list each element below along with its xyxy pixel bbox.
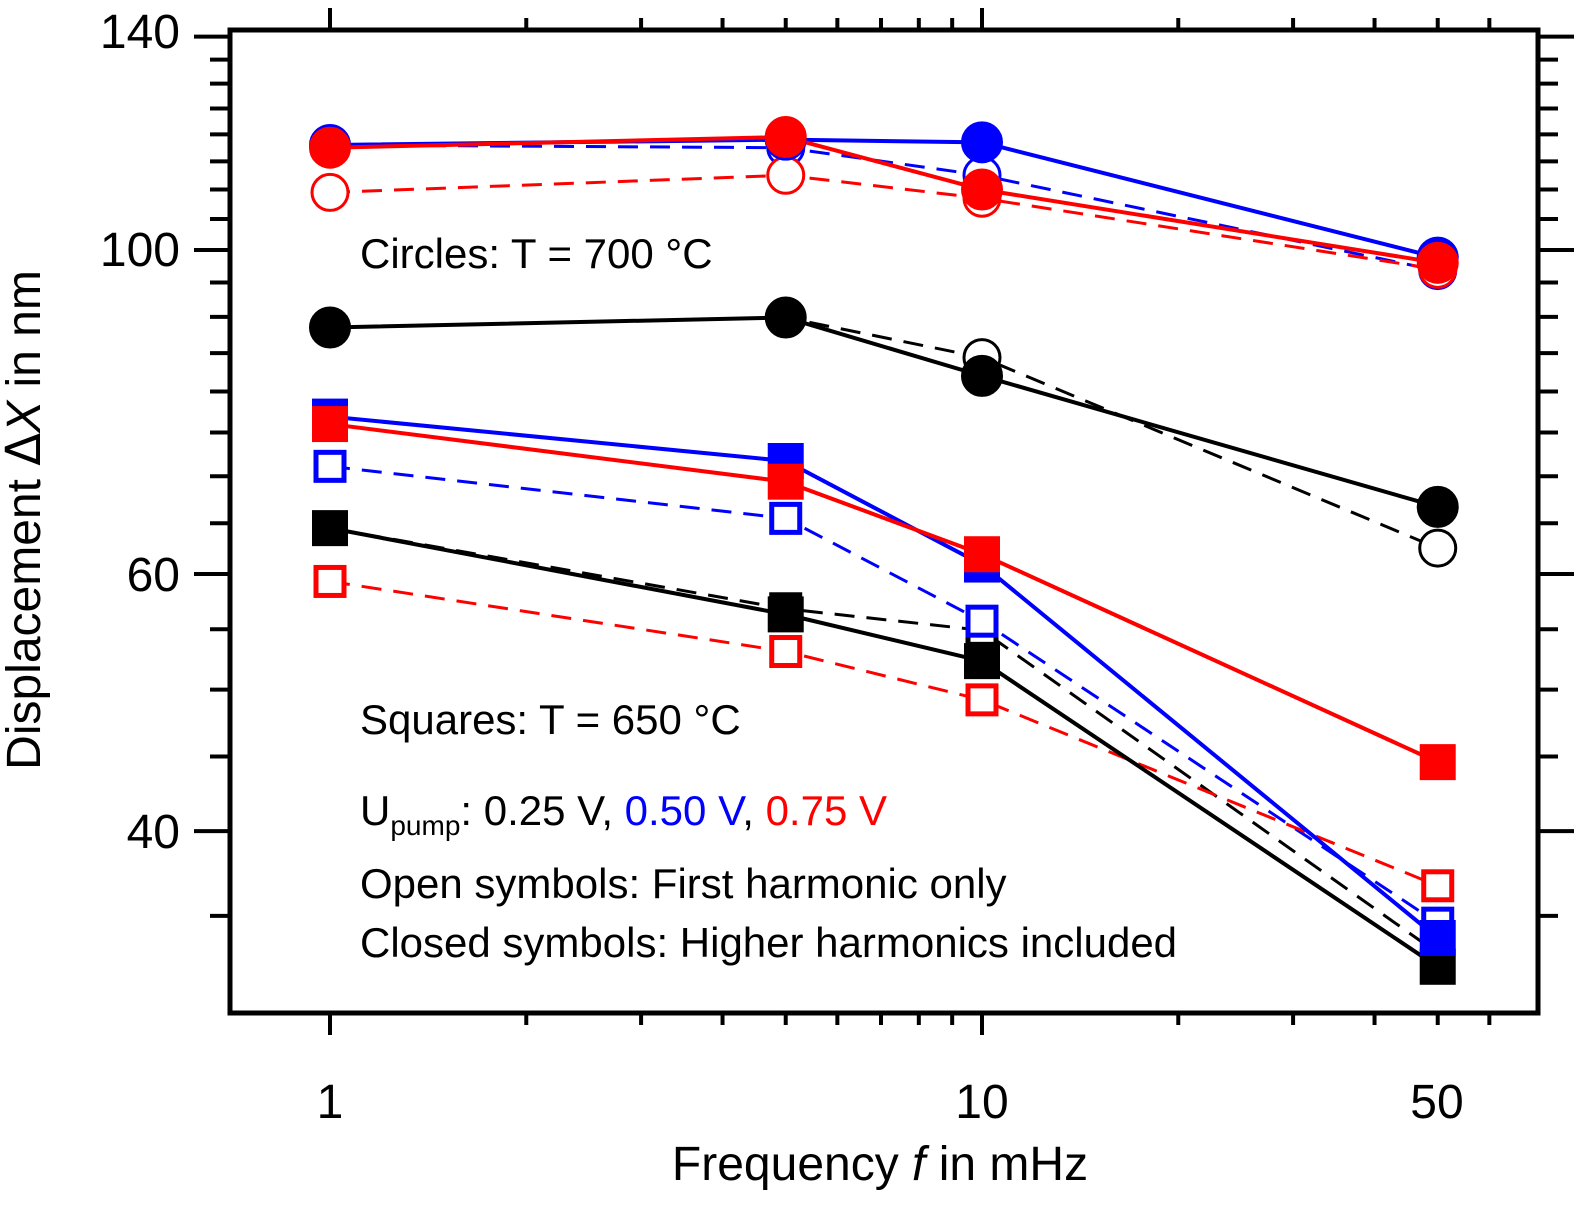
y-tick-label-140: 140 xyxy=(100,6,180,59)
y-tick-labels: 40 60 100 140 xyxy=(100,6,180,859)
data-markers xyxy=(309,116,1459,985)
data-point-square-open xyxy=(313,449,347,483)
series-line-700c-025V-closed xyxy=(329,315,1439,509)
series-line-650c-025V-closed xyxy=(329,526,1439,969)
data-point-circle-closed xyxy=(1416,241,1459,284)
data-point-circle-closed xyxy=(1416,485,1459,528)
x-tick-label-50: 50 xyxy=(1410,1076,1463,1129)
annotation-squares: Squares: T = 650 °C xyxy=(360,696,741,743)
data-point-square-closed xyxy=(767,596,804,633)
series-line-650c-075V-closed xyxy=(329,422,1439,764)
data-point-square-closed xyxy=(1419,919,1456,956)
data-point-square-closed xyxy=(312,406,348,443)
x-tick-label-1: 1 xyxy=(317,1076,344,1129)
series-line-700c-075V-open xyxy=(329,173,1438,271)
annotation-closed-symbols: Closed symbols: Higher harmonics include… xyxy=(360,919,1177,966)
plot-frame xyxy=(227,27,1541,1016)
annotation-open-symbols: Open symbols: First harmonic only xyxy=(360,860,1007,907)
series-line-650c-075V-open xyxy=(329,579,1439,888)
series-line-650c-050V-open xyxy=(329,464,1439,925)
data-point-square-open xyxy=(1421,869,1455,903)
data-point-square-open xyxy=(769,634,803,668)
annotation-upump: Upump: 0.25 V, 0.50 V, 0.75 V xyxy=(360,787,887,841)
data-point-square-closed xyxy=(312,510,348,547)
data-point-circle-closed xyxy=(961,354,1003,397)
data-point-square-closed xyxy=(964,536,1000,573)
series-line-700c-075V-closed xyxy=(329,135,1439,265)
data-point-circle-closed xyxy=(961,168,1003,211)
data-point-square-open xyxy=(965,683,999,717)
series-line-650c-050V-closed xyxy=(329,414,1439,940)
data-point-square-closed xyxy=(964,643,1000,680)
data-point-circle-closed xyxy=(961,121,1003,164)
y-tick-label-60: 60 xyxy=(127,549,180,602)
data-point-circle-open xyxy=(766,155,806,195)
data-point-square-open xyxy=(769,501,803,535)
data-point-circle-open xyxy=(1418,528,1458,568)
y-tick-label-100: 100 xyxy=(100,224,180,277)
x-axis-title: Frequency f in mHz xyxy=(672,1138,1088,1191)
series-lines xyxy=(329,135,1439,969)
data-point-circle-closed xyxy=(309,306,351,349)
data-point-circle-closed xyxy=(764,296,807,339)
data-point-circle-open xyxy=(310,172,350,212)
annotations: Circles: T = 700 °C Squares: T = 650 °C … xyxy=(360,230,1177,966)
y-axis-title: Displacement ΔX in nm xyxy=(0,270,52,770)
annotation-circles: Circles: T = 700 °C xyxy=(360,230,713,277)
data-point-circle-closed xyxy=(309,126,351,169)
y-tick-label-40: 40 xyxy=(127,806,180,859)
data-point-square-open xyxy=(313,564,347,598)
data-point-square-closed xyxy=(767,463,804,500)
data-point-square-closed xyxy=(1419,744,1456,781)
data-point-circle-closed xyxy=(764,116,807,159)
x-tick-label-10: 10 xyxy=(955,1076,1008,1129)
x-tick-labels: 1 10 50 xyxy=(317,1076,1464,1129)
data-point-square-open xyxy=(965,604,999,638)
